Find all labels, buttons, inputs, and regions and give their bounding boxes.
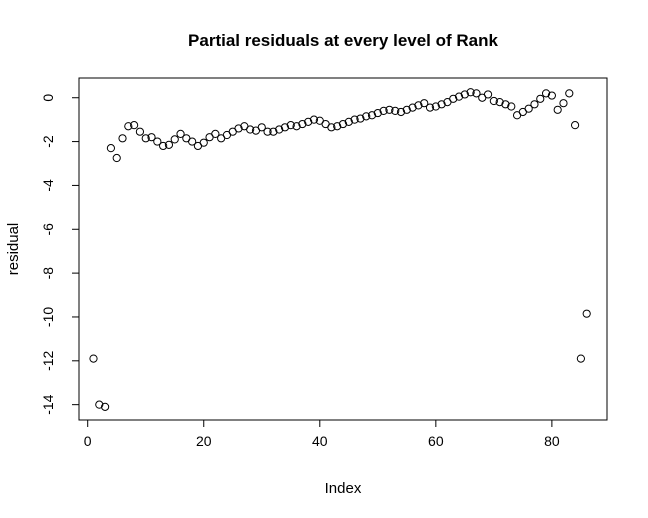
data-point: [292, 122, 301, 131]
plot-area: [78, 77, 608, 421]
x-axis-label: Index: [325, 480, 362, 497]
data-point: [431, 102, 440, 111]
data-point: [466, 88, 475, 97]
data-point: [338, 119, 348, 129]
x-tick-label: 0: [84, 433, 92, 449]
data-point: [112, 153, 121, 163]
x-axis: 0 20 40 60 80: [84, 419, 560, 449]
data-point: [553, 105, 562, 114]
y-tick-label: -6: [40, 223, 56, 236]
data-point: [141, 134, 150, 143]
data-point: [124, 122, 133, 131]
data-point: [159, 141, 168, 151]
data-point: [130, 121, 139, 130]
data-point: [391, 106, 400, 115]
data-point: [460, 90, 469, 99]
x-tick-label: 80: [544, 433, 560, 449]
data-points: [89, 88, 591, 411]
data-point: [269, 127, 278, 136]
data-point: [495, 98, 504, 107]
data-point: [541, 89, 551, 98]
data-point: [118, 134, 127, 143]
data-point: [246, 125, 255, 134]
data-point: [333, 122, 342, 131]
data-point: [489, 96, 498, 106]
data-point: [298, 119, 307, 129]
y-axis: 0 -2 -4 -6 -8 -10 -12 -14: [40, 94, 80, 415]
data-point: [280, 123, 290, 132]
data-point: [101, 402, 110, 411]
data-point: [367, 111, 377, 120]
data-point: [582, 309, 591, 318]
x-tick-label: 60: [428, 433, 444, 449]
data-point: [164, 140, 174, 149]
data-point: [211, 129, 220, 139]
y-tick-label: -4: [40, 179, 56, 192]
data-point: [501, 100, 510, 109]
data-point: [507, 102, 516, 111]
data-point: [402, 105, 411, 114]
data-point: [327, 123, 336, 132]
y-tick-label: -2: [40, 135, 56, 148]
data-point: [379, 106, 388, 115]
data-point: [524, 104, 533, 113]
data-point: [559, 99, 568, 108]
data-point: [234, 124, 243, 133]
data-point: [570, 121, 580, 130]
data-point: [362, 112, 371, 121]
data-point: [170, 135, 179, 144]
data-point: [188, 137, 197, 146]
data-point: [199, 138, 208, 147]
data-point: [437, 100, 446, 109]
data-point: [286, 121, 295, 130]
data-point: [536, 94, 545, 103]
y-tick-label: -14: [40, 394, 56, 414]
data-point: [420, 99, 429, 108]
data-point: [414, 101, 423, 110]
y-axis-label: residual: [5, 223, 22, 276]
chart-title: Partial residuals at every level of Rank: [188, 31, 498, 50]
data-point: [176, 129, 185, 139]
y-tick-label: 0: [40, 94, 56, 102]
data-point: [356, 114, 365, 123]
data-point: [373, 108, 382, 118]
data-point: [396, 107, 406, 117]
data-point: [408, 103, 417, 112]
data-point: [304, 117, 313, 126]
data-point: [153, 137, 162, 146]
data-point: [565, 89, 574, 98]
data-point: [135, 127, 145, 136]
y-tick-label: -8: [40, 267, 56, 280]
data-point: [385, 105, 394, 114]
x-tick-label: 20: [196, 433, 212, 449]
y-tick-label: -12: [40, 350, 56, 370]
data-point: [350, 115, 359, 124]
y-tick-label: -10: [40, 307, 56, 327]
data-point: [449, 94, 458, 103]
data-point: [309, 115, 319, 124]
data-point: [425, 103, 435, 112]
data-point: [472, 89, 481, 98]
data-point: [454, 92, 464, 101]
data-point: [344, 117, 353, 126]
data-point: [576, 354, 585, 363]
data-point: [530, 100, 539, 109]
data-point: [257, 123, 266, 132]
x-tick-label: 40: [312, 433, 328, 449]
data-point: [147, 133, 156, 142]
data-point: [89, 354, 98, 363]
data-point: [547, 91, 556, 100]
data-point: [483, 90, 493, 99]
data-point: [275, 125, 284, 134]
data-point: [106, 144, 116, 153]
data-point: [263, 127, 272, 136]
data-point: [95, 400, 104, 409]
